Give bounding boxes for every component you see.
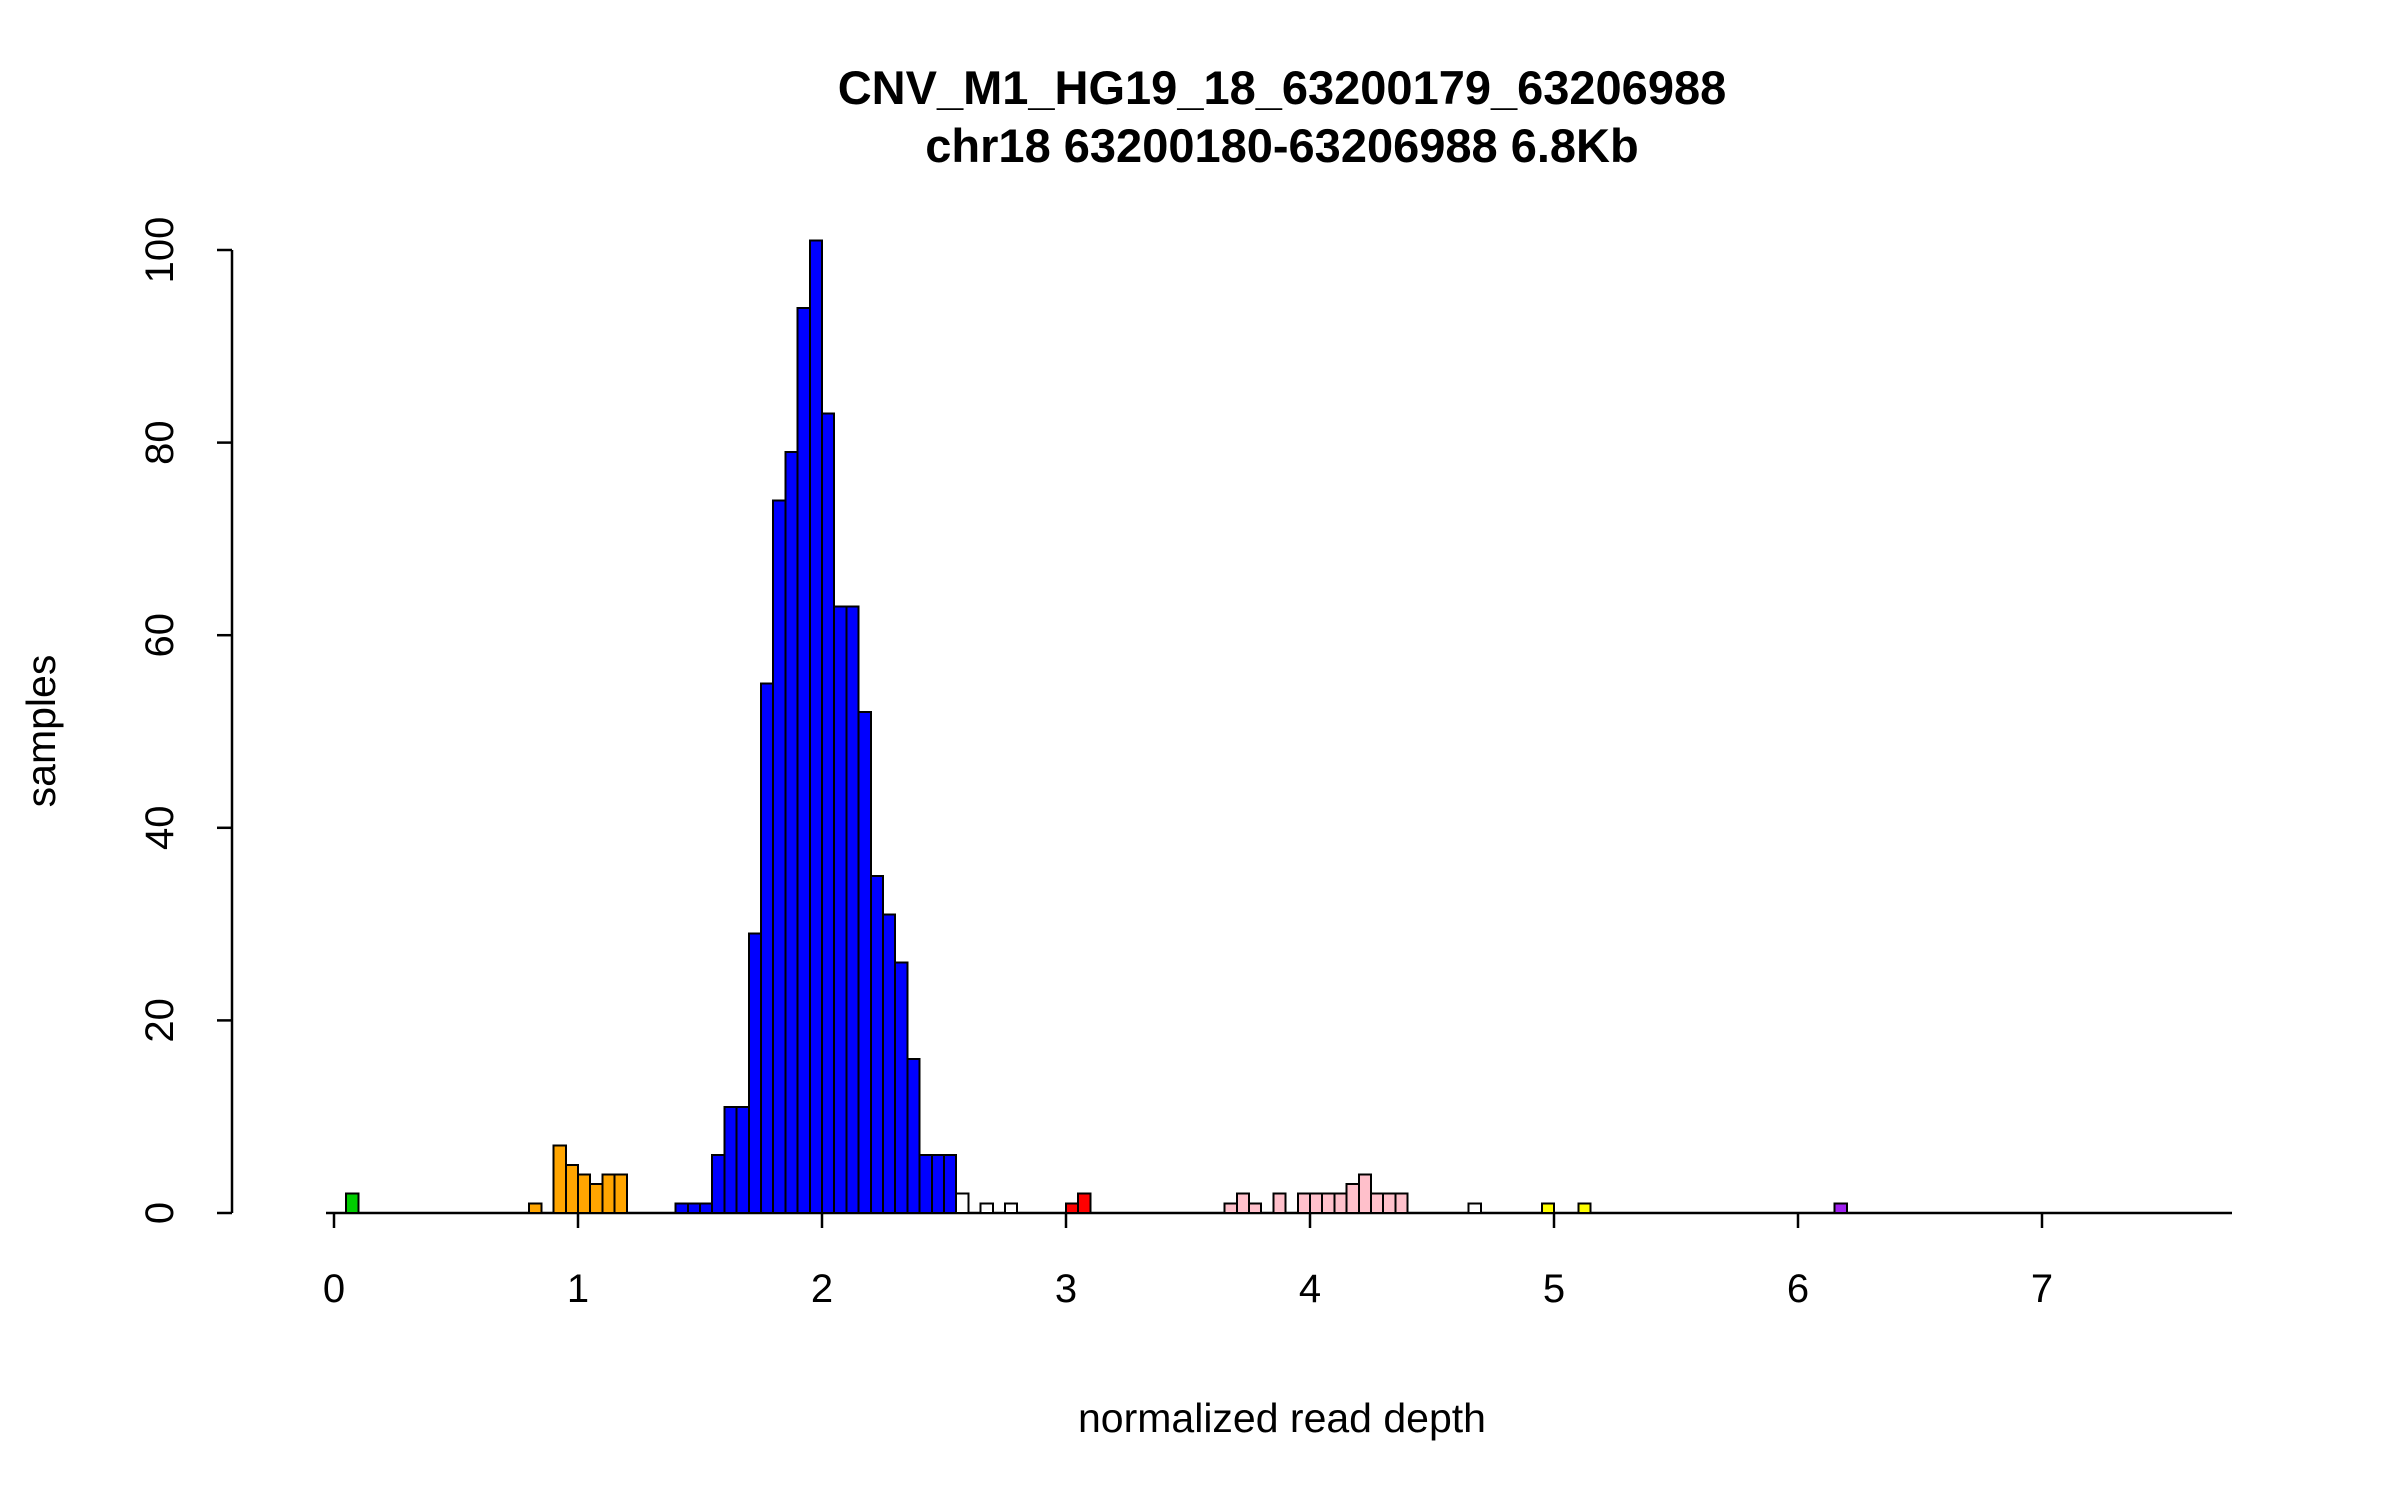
x-tick-label: 6	[1787, 1267, 1809, 1311]
histogram-bar	[1296, 1192, 1312, 1214]
histogram-bar	[1833, 1202, 1848, 1214]
histogram-bar	[796, 306, 811, 1214]
histogram-bar	[674, 1202, 689, 1214]
histogram-bar	[1272, 1192, 1287, 1214]
histogram-bar	[577, 1173, 592, 1214]
chart-subtitle: chr18 63200180-63206988 6.8Kb	[925, 119, 1638, 172]
histogram-bar	[589, 1183, 604, 1214]
x-tick-label: 2	[811, 1267, 833, 1311]
axes: 0 1 2 3 4 5 6 7 0 20 40 60 80 100	[138, 217, 2232, 1311]
histogram-bar	[918, 1154, 933, 1214]
histogram-bar	[1004, 1202, 1019, 1214]
chart-title: CNV_M1_HG19_18_63200179_63206988	[838, 61, 1727, 114]
histogram-bar	[833, 605, 848, 1214]
histogram-bar	[955, 1192, 970, 1214]
histogram-bar	[613, 1173, 628, 1214]
histogram-bar	[808, 239, 823, 1214]
histogram-bar	[345, 1192, 360, 1214]
histogram-bar	[1540, 1202, 1556, 1214]
histogram-bar	[686, 1202, 701, 1214]
histogram-bar	[1065, 1202, 1080, 1214]
y-tick-label: 60	[138, 613, 182, 658]
histogram-bar	[1235, 1192, 1251, 1214]
histogram-bar	[747, 932, 762, 1214]
histogram-bar	[845, 605, 860, 1214]
histogram-bar	[1077, 1192, 1092, 1214]
x-tick-label: 4	[1299, 1267, 1321, 1311]
histogram-bar	[723, 1106, 738, 1214]
histogram-bar	[1357, 1173, 1373, 1214]
y-tick-label: 40	[138, 806, 182, 851]
histogram-bar	[760, 682, 775, 1214]
histogram-bar	[711, 1154, 726, 1214]
histogram-bar	[930, 1154, 945, 1214]
histogram-bars	[345, 239, 1848, 1215]
histogram-bar	[857, 711, 872, 1214]
histogram-bar	[1370, 1192, 1385, 1214]
x-tick-label: 5	[1543, 1267, 1565, 1311]
histogram-bar	[1333, 1192, 1348, 1214]
y-axis-label: samples	[18, 655, 64, 808]
histogram-bar	[869, 874, 884, 1214]
histogram-bar	[1382, 1192, 1397, 1214]
histogram-bar	[784, 451, 799, 1215]
histogram-bar	[1223, 1202, 1238, 1214]
x-tick-label: 0	[323, 1267, 345, 1311]
histogram-bar	[1248, 1202, 1263, 1214]
y-tick-label: 20	[138, 998, 182, 1043]
x-axis-label: normalized read depth	[1078, 1395, 1486, 1441]
histogram-bar	[1467, 1202, 1482, 1214]
x-tick-label: 3	[1055, 1267, 1077, 1311]
y-tick-label: 0	[138, 1202, 182, 1224]
histogram-bar	[564, 1163, 579, 1214]
x-tick-label: 1	[567, 1267, 589, 1311]
histogram-bar	[943, 1154, 958, 1214]
histogram-bar	[1577, 1202, 1592, 1214]
histogram-bar	[979, 1202, 994, 1214]
histogram-bar	[894, 961, 909, 1214]
histogram-bar	[1345, 1183, 1360, 1214]
histogram-bar	[1321, 1192, 1336, 1214]
histogram-bar	[906, 1057, 921, 1215]
histogram-bar	[882, 913, 897, 1214]
histogram-bar	[528, 1202, 543, 1214]
histogram-bar	[601, 1173, 616, 1214]
histogram-bar	[552, 1144, 567, 1214]
histogram-bar	[821, 412, 836, 1214]
histogram-bar	[772, 499, 787, 1214]
x-tick-label: 7	[2031, 1267, 2053, 1311]
y-tick-label: 80	[138, 420, 182, 465]
histogram-bar	[1309, 1192, 1324, 1214]
histogram-bar	[699, 1202, 714, 1214]
y-tick-label: 100	[138, 217, 182, 284]
histogram-bar	[1394, 1192, 1409, 1214]
histogram-bar	[735, 1106, 750, 1214]
